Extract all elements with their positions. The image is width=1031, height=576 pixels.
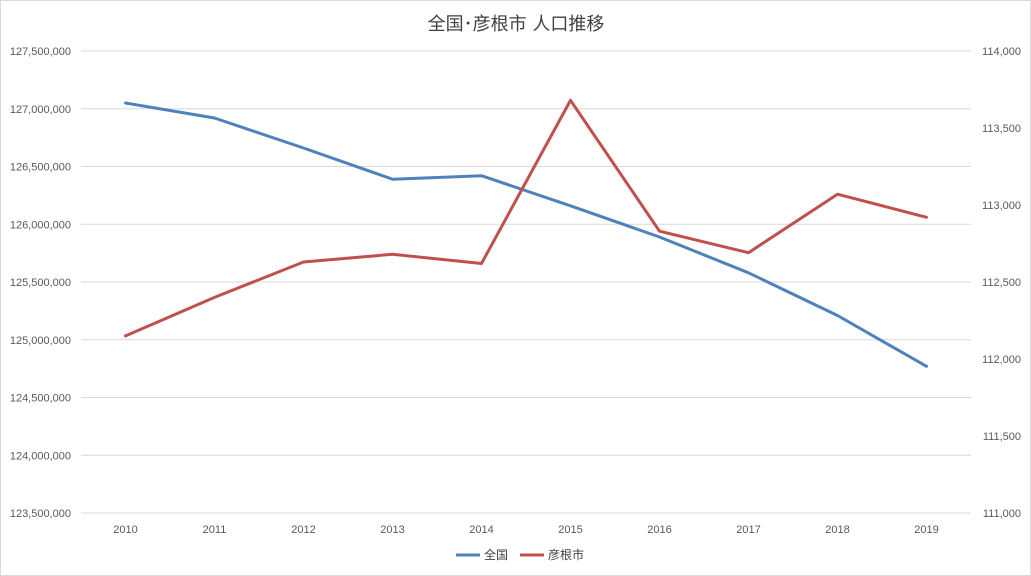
- x-tick-label: 2017: [736, 524, 760, 536]
- x-tick-label: 2013: [380, 524, 404, 536]
- x-tick-label: 2010: [113, 524, 137, 536]
- y-right-tick-label: 112,000: [982, 354, 1021, 366]
- x-tick-label: 2012: [291, 524, 315, 536]
- x-tick-label: 2016: [647, 524, 671, 536]
- x-tick-label: 2018: [825, 524, 849, 536]
- y-left-tick-label: 127,000,000: [10, 104, 71, 116]
- x-tick-label: 2019: [914, 524, 938, 536]
- y-right-tick-label: 114,000: [982, 46, 1021, 58]
- y-left-tick-label: 125,500,000: [10, 277, 71, 289]
- legend: 全国 彦根市: [456, 547, 584, 562]
- series-line-national: [124, 101, 928, 368]
- x-tick-label: 2015: [558, 524, 582, 536]
- y-right-tick-label: 113,500: [982, 123, 1021, 135]
- y-right-tick-label: 113,000: [982, 200, 1021, 212]
- y-left-tick-label: 124,000,000: [10, 450, 71, 462]
- y-left-tick-label: 123,500,000: [10, 508, 71, 520]
- x-tick-label: 2014: [469, 524, 493, 536]
- series-line-hikone: [124, 98, 928, 338]
- legend-label: 全国: [484, 547, 508, 562]
- y-left-tick-label: 124,500,000: [10, 393, 71, 405]
- y-right-tick-label: 112,500: [982, 277, 1021, 289]
- y-right-tick-label: 111,000: [983, 508, 1021, 520]
- x-tick-label: 2011: [203, 524, 227, 536]
- y-right-tick-label: 111,500: [983, 431, 1021, 443]
- right-axis-ticks: 114,000 113,500 113,000 112,500 112,000 111,5…: [982, 46, 1021, 520]
- legend-label: 彦根市: [548, 547, 584, 562]
- y-left-tick-label: 126,500,000: [10, 162, 71, 174]
- left-axis-ticks: 127,500,000 127,000,000 126,500,000 126,000…: [10, 46, 71, 520]
- gridlines: [81, 50, 971, 514]
- y-left-tick-label: 125,000,000: [10, 335, 71, 347]
- y-left-tick-label: 127,500,000: [10, 46, 71, 58]
- series-lines: [124, 98, 928, 368]
- x-axis-ticks: 2010 2011 2012 2013 2014 2015 2016 2017 2018 2019: [113, 524, 938, 536]
- y-left-tick-label: 126,000,000: [10, 219, 71, 231]
- chart-title: 全国･彦根市 人口推移: [428, 14, 605, 35]
